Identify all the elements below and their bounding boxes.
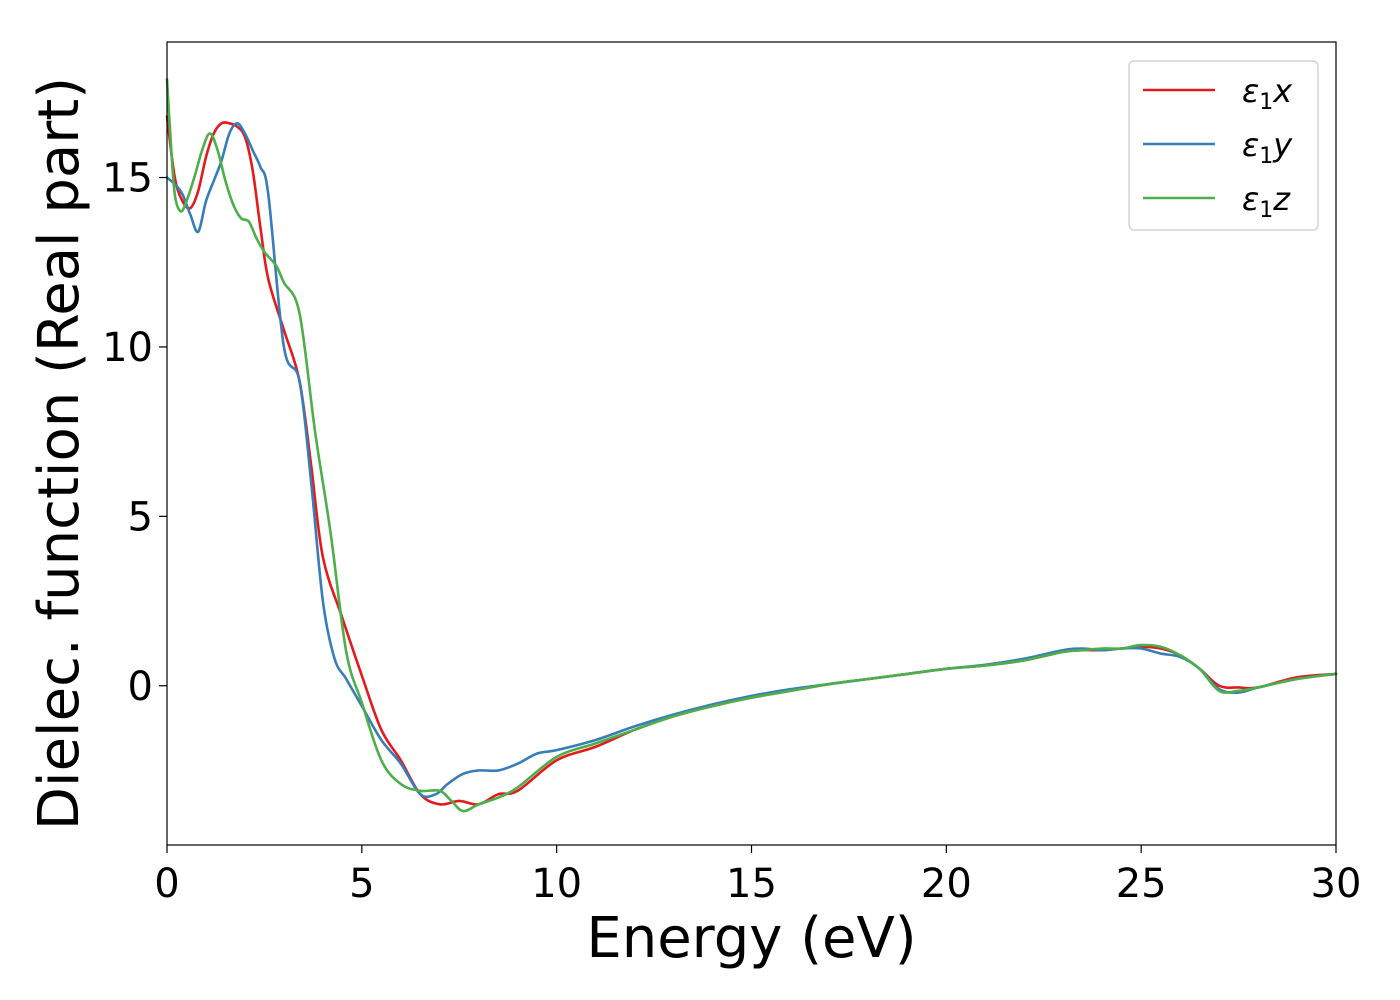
legend: ε1x ε1y ε1z bbox=[1128, 60, 1319, 231]
x-tick-label: 10 bbox=[531, 861, 582, 907]
y-tick-label: 10 bbox=[102, 325, 153, 371]
legend-label-x: ε1x bbox=[1242, 72, 1293, 115]
y-tick-label: 15 bbox=[102, 156, 153, 202]
legend-box bbox=[1128, 60, 1319, 231]
y-tick-label: 0 bbox=[128, 664, 153, 710]
x-tick-label: 0 bbox=[154, 861, 179, 907]
x-axis-label: Energy (eV) bbox=[586, 906, 916, 971]
legend-label-y: ε1y bbox=[1242, 126, 1293, 169]
x-tick-label: 15 bbox=[726, 861, 777, 907]
y-tick-label: 5 bbox=[128, 494, 153, 540]
y-axis-ticks: 0 5 10 15 bbox=[102, 156, 167, 710]
x-tick-label: 5 bbox=[349, 861, 374, 907]
series-lines bbox=[165, 77, 1338, 813]
y-axis-label: Dielec. function (Real part) bbox=[27, 77, 92, 830]
x-tick-label: 30 bbox=[1311, 861, 1362, 907]
x-tick-label: 25 bbox=[1116, 861, 1167, 907]
series-line-z bbox=[165, 77, 1338, 813]
x-tick-label: 20 bbox=[921, 861, 972, 907]
x-axis-ticks: 0 5 10 15 20 25 30 bbox=[154, 845, 1361, 907]
legend-label-z: ε1z bbox=[1242, 180, 1291, 223]
